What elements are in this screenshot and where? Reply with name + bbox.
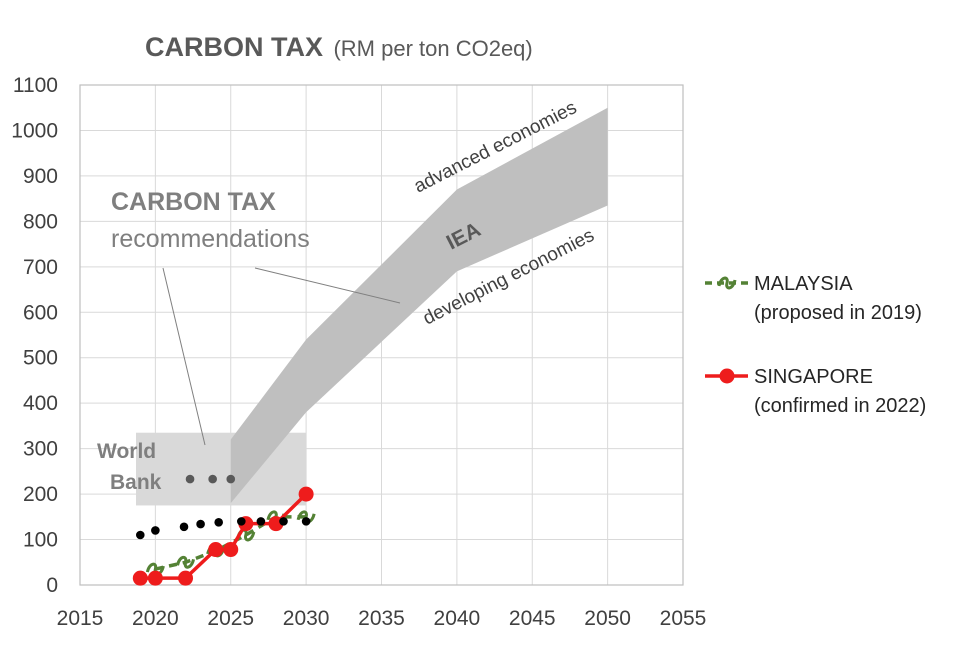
dotted-point (136, 530, 145, 540)
y-tick-label: 100 (23, 529, 58, 552)
x-tick-label: 2045 (509, 607, 556, 630)
legend-singapore-note: (confirmed in 2022) (754, 395, 926, 417)
legend: MALAYSIA (proposed in 2019) SINGAPORE (c… (705, 273, 926, 417)
chart-title-main: CARBON TAX (145, 32, 323, 62)
dotted-point (185, 474, 195, 484)
leader-line-iea (254, 267, 401, 304)
y-tick-label: 400 (23, 392, 58, 415)
point-singapore (208, 542, 224, 558)
point-singapore (223, 542, 239, 558)
dotted-point (196, 519, 205, 529)
point-malaysia (145, 562, 165, 576)
point-malaysia (296, 510, 316, 524)
x-tick-label: 2015 (57, 607, 104, 630)
point-singapore (298, 486, 314, 502)
x-tick-label: 2025 (207, 607, 254, 630)
y-tick-label: 800 (23, 210, 58, 233)
annotation-line2: recommendations (111, 225, 310, 253)
annotation-line1: CARBON TAX (111, 188, 276, 216)
y-tick-label: 900 (23, 165, 58, 188)
x-tick-label: 2050 (584, 607, 631, 630)
legend-malaysia: MALAYSIA (proposed in 2019) (705, 273, 922, 324)
y-tick-label: 500 (23, 347, 58, 370)
dotted-point (226, 474, 236, 484)
y-tick-label: 1100 (13, 74, 58, 97)
dotted-point (301, 517, 311, 526)
y-tick-label: 600 (23, 301, 58, 324)
x-tick-label: 2020 (132, 607, 179, 630)
worldbank-box-layer (136, 432, 307, 506)
dotted-layer (136, 474, 311, 540)
y-tick-labels: 0 100 200 300 400 500 600 700 800 900 1000 1100 (11, 74, 58, 597)
leader-line-worldbank (162, 267, 206, 446)
x-tick-label: 2055 (660, 607, 707, 630)
legend-singapore-name: SINGAPORE (754, 366, 873, 388)
legend-malaysia-marker (717, 276, 737, 290)
point-singapore (178, 570, 194, 586)
legend-malaysia-name: MALAYSIA (754, 273, 853, 295)
plot-border (79, 84, 684, 586)
dotted-point (208, 474, 217, 484)
legend-malaysia-note: (proposed in 2019) (754, 302, 922, 324)
x-tick-label: 2035 (358, 607, 405, 630)
chart-subtitle: (RM per ton CO2eq) (333, 36, 532, 61)
iea-band-layer (230, 107, 608, 504)
x-tick-label: 2030 (283, 607, 330, 630)
annotation-leaders (162, 267, 401, 446)
y-tick-label: 0 (46, 574, 58, 597)
worldbank-label-line2: Bank (110, 471, 162, 494)
legend-singapore: SINGAPORE (confirmed in 2022) (705, 366, 926, 417)
point-malaysia (176, 555, 195, 569)
y-tick-label: 200 (23, 483, 58, 506)
y-tick-label: 300 (23, 438, 58, 461)
iea-band (230, 107, 608, 504)
worldbank-box (136, 432, 307, 506)
legend-singapore-marker (719, 368, 735, 384)
dotted-point (279, 517, 288, 526)
plot-frame (79, 84, 684, 586)
x-tick-labels: 2015 2020 2025 2030 2035 2040 2045 2050 2055 (57, 607, 707, 630)
y-tick-label: 1000 (11, 119, 58, 142)
dotted-point (237, 517, 246, 526)
point-singapore (147, 570, 163, 586)
dotted-point (151, 526, 160, 535)
x-tick-label: 2040 (434, 607, 481, 630)
worldbank-label-line1: World (97, 440, 156, 463)
series-line-singapore (140, 492, 308, 580)
chart-title: CARBON TAX (RM per ton CO2eq) (145, 32, 533, 62)
y-tick-label: 700 (23, 256, 58, 279)
point-singapore (132, 570, 148, 586)
dotted-point (214, 517, 223, 527)
dotted-point (256, 517, 266, 526)
dotted-point (179, 522, 189, 532)
